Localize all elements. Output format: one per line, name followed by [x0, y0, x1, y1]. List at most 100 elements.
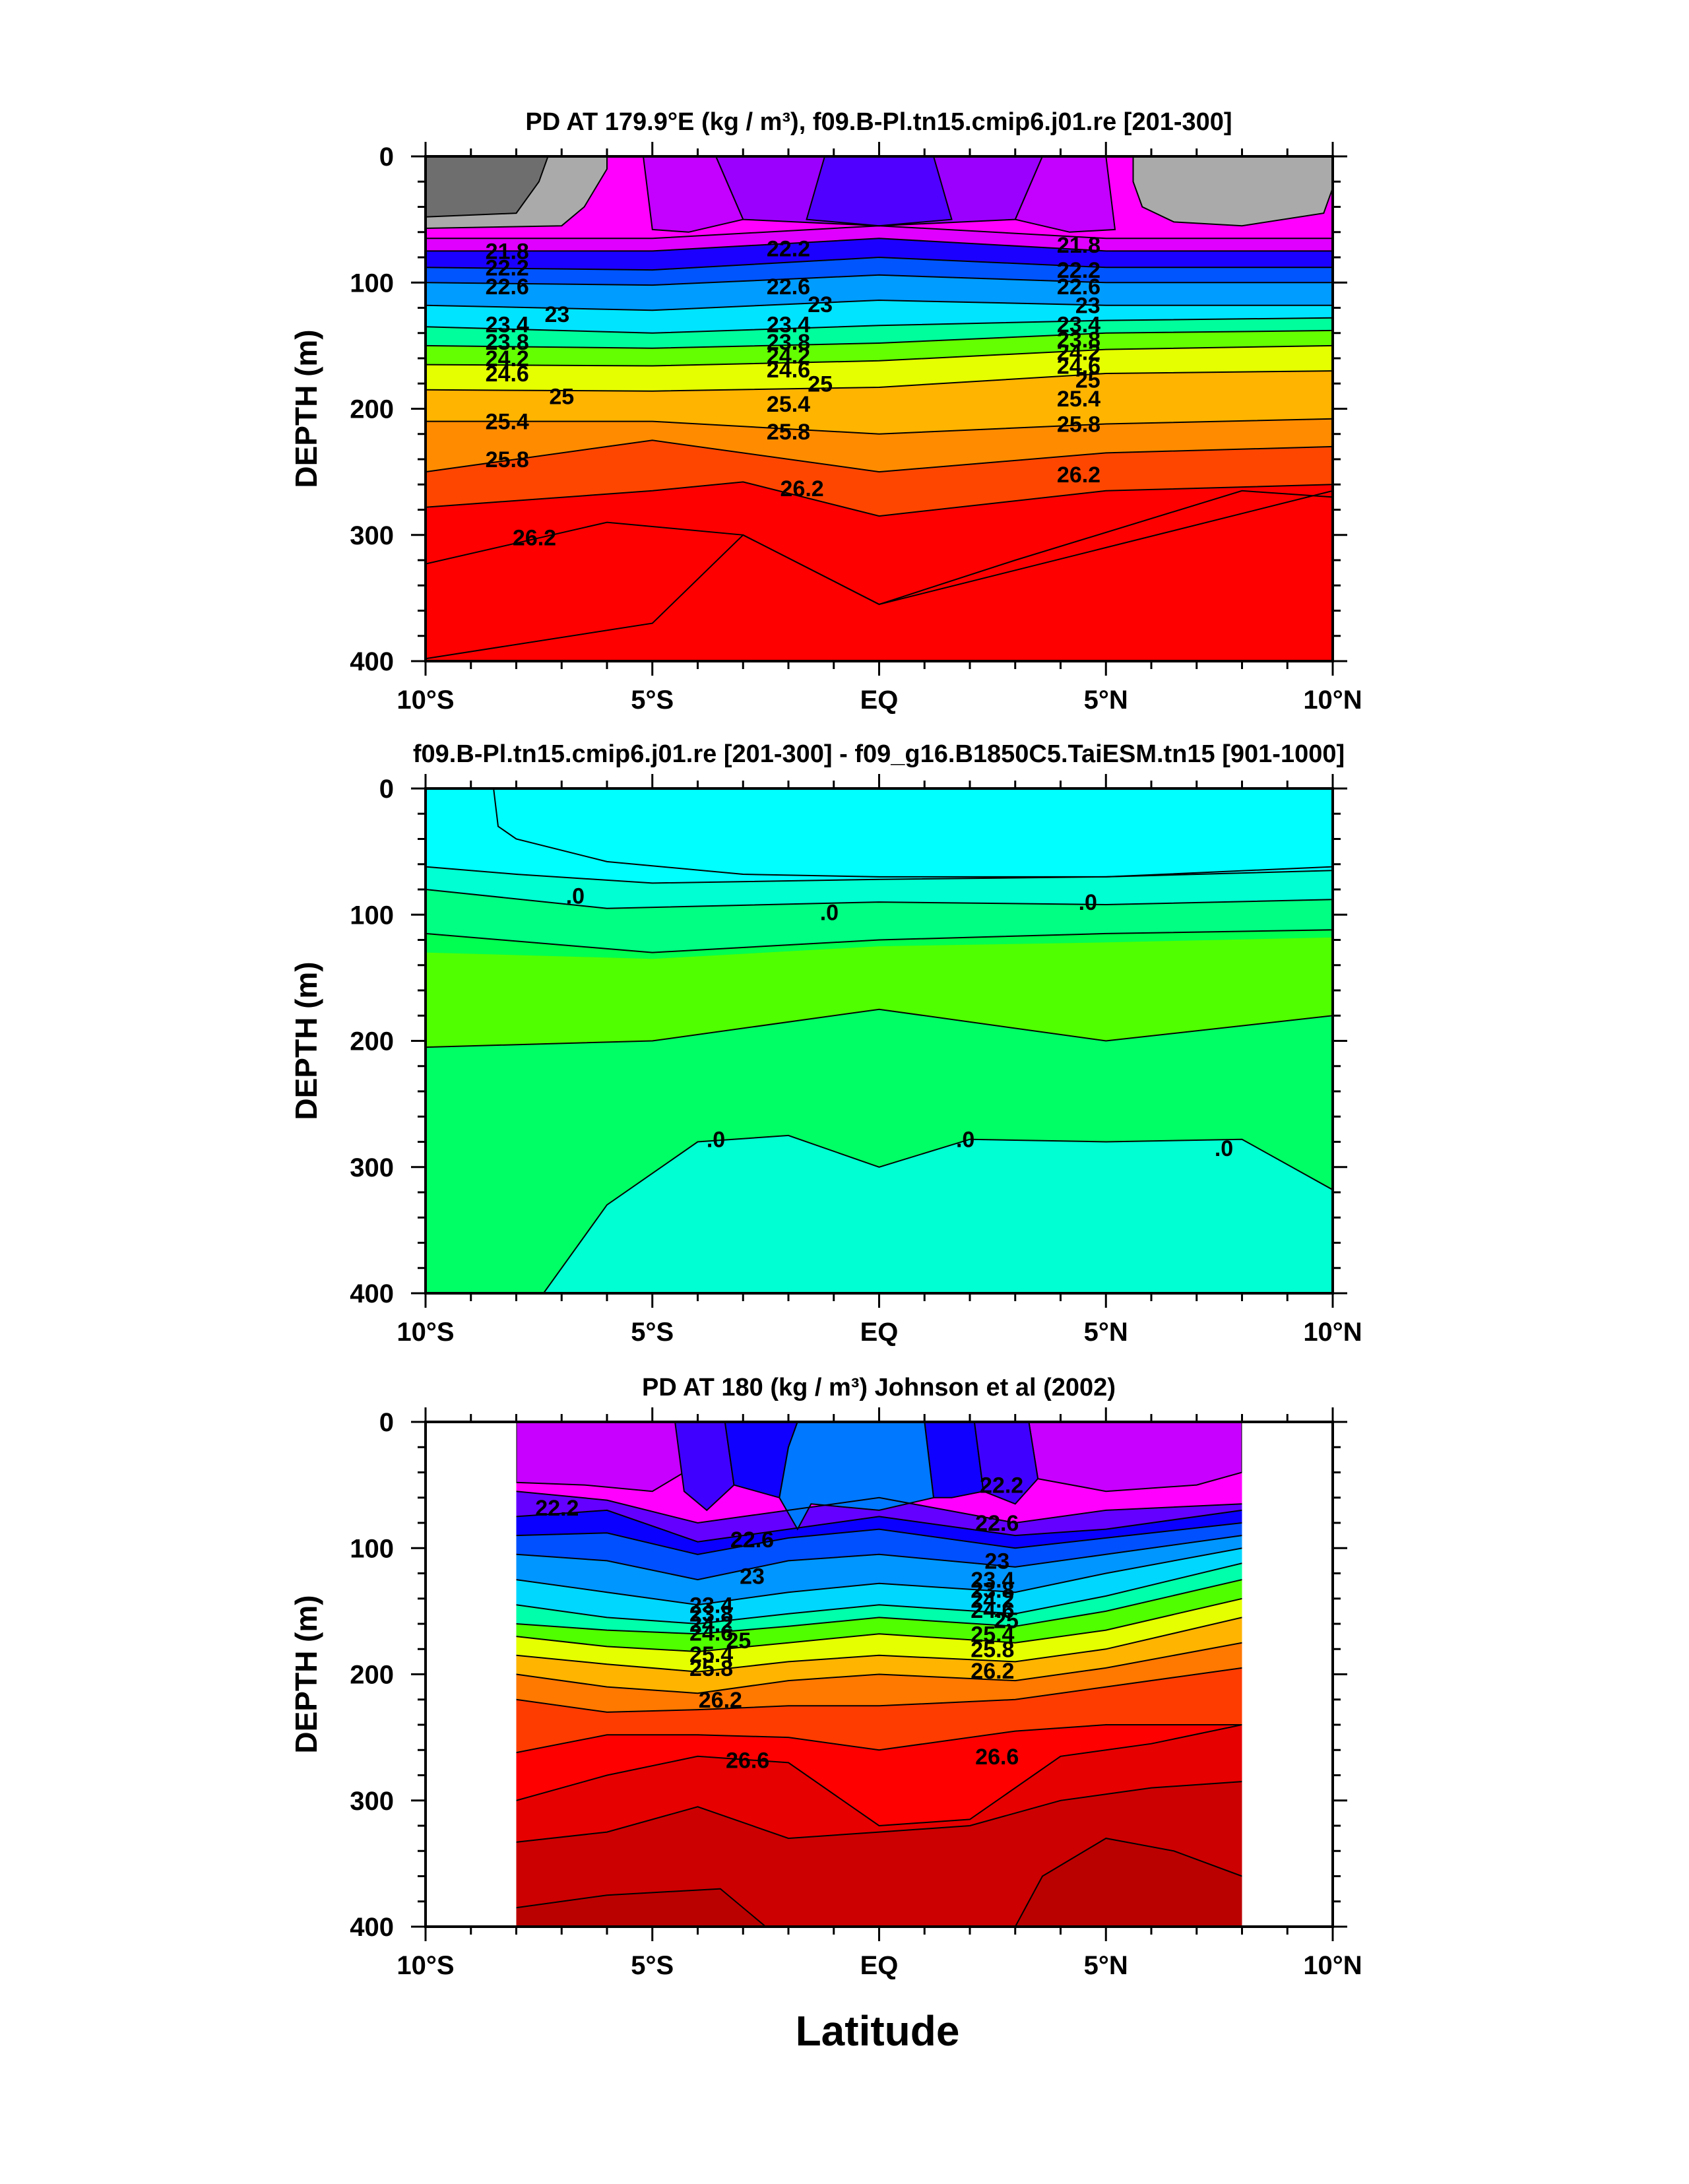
- contour-label-16: 23.8: [767, 330, 810, 355]
- contour-label-16: 23.8: [971, 1578, 1014, 1603]
- fan-4: [924, 1422, 984, 1498]
- fan-5: [973, 1422, 1039, 1505]
- panel-1: 21.822.222.62323.423.824.224.62525.425.8…: [289, 108, 1362, 715]
- x-tick-label-1: 5°S: [631, 1318, 674, 1347]
- contour-label-20: 25.4: [971, 1622, 1014, 1647]
- contour-line-6: [426, 329, 1333, 349]
- contour-label-17: 24.2: [971, 1588, 1014, 1613]
- patch-1: [426, 156, 549, 218]
- contour-label-1: .0: [820, 900, 839, 925]
- x-tick-label-2: EQ: [860, 1951, 899, 1980]
- x-tick-label-0: 10°S: [397, 1318, 454, 1347]
- contour-label-2: 23: [740, 1564, 765, 1589]
- contour-label-11: 26.6: [726, 1749, 769, 1774]
- x-tick-label-0: 10°S: [397, 686, 454, 715]
- panel-title: PD AT 179.9°E (kg / m³), f09.B-Pl.tn15.c…: [525, 108, 1232, 136]
- y-axis-label: DEPTH (m): [289, 961, 323, 1120]
- contour-line-11: [426, 481, 1333, 517]
- panel-2: .0 .0 .0 .0 .0 .0 10°S 5°S EQ 5°N 10°N 0 100 200 300 40…: [289, 740, 1362, 1347]
- contour-line-9: [516, 1642, 1242, 1694]
- contour-label-7: 25: [726, 1628, 751, 1654]
- contour-label-10: 26.2: [699, 1688, 742, 1713]
- contour-label-8: 25.4: [689, 1642, 733, 1667]
- contour-label-2: .0: [1079, 890, 1097, 915]
- y-tick-label-3: 300: [350, 1153, 394, 1182]
- contour-line-3: [516, 1535, 1242, 1581]
- y-tick-label-2: 200: [350, 1661, 394, 1690]
- fan-2: [674, 1422, 735, 1512]
- contour-label-19: 25: [808, 371, 833, 397]
- contour-line-0: [516, 1491, 1242, 1524]
- contour-label-9: 25.8: [689, 1656, 733, 1681]
- panels: 21.822.222.62323.423.824.224.62525.425.8…: [289, 108, 1362, 1980]
- x-tick-label-2: EQ: [860, 686, 899, 715]
- x-tick-label-3: 5°N: [1084, 1951, 1128, 1980]
- contour-label-13: 22.6: [767, 274, 810, 300]
- y-tick-label-4: 400: [350, 647, 394, 676]
- contour-line-3: [426, 929, 1333, 953]
- y-tick-label-1: 100: [350, 269, 394, 298]
- fan-1: [806, 156, 953, 227]
- y-tick-label-1: 100: [350, 901, 394, 930]
- y-tick-label-3: 300: [350, 1787, 394, 1816]
- y-axis-label: DEPTH (m): [289, 1595, 323, 1753]
- contour-line-1: [426, 238, 1333, 252]
- contour-line-2: [426, 889, 1333, 909]
- x-tick-label-4: 10°N: [1303, 1318, 1362, 1347]
- y-tick-label-0: 0: [379, 775, 394, 804]
- contour-label-15: 23.4: [971, 1568, 1014, 1593]
- contour-label-29: 24.2: [1057, 340, 1100, 365]
- contour-line-2: [426, 256, 1333, 271]
- contour-field: [516, 1422, 1242, 1927]
- contour-label-6: 24.6: [689, 1621, 733, 1646]
- band-5: [543, 1135, 1333, 1293]
- contour-label-21: 25.8: [971, 1637, 1014, 1662]
- contour-line-12: [516, 1724, 1242, 1827]
- band-15: [975, 1838, 1242, 1927]
- contour-label-14: 23: [808, 292, 833, 317]
- contour-line-5: [542, 1134, 1333, 1293]
- contour-label-22: 26.2: [971, 1659, 1014, 1684]
- contour-label-3: 23: [544, 302, 569, 327]
- contour-label-12: 22.2: [980, 1473, 1023, 1498]
- contour-line-10: [516, 1667, 1242, 1713]
- contour-line-3: [426, 274, 1333, 286]
- contour-line-13: [516, 1781, 1242, 1843]
- contour-label-9: 25.4: [486, 410, 529, 435]
- contour-label-23: 26.6: [975, 1745, 1019, 1770]
- contour-label-3: 23.4: [689, 1593, 733, 1618]
- contour-label-33: 25.8: [1057, 412, 1100, 437]
- x-tick-label-4: 10°N: [1303, 1951, 1362, 1980]
- contour-label-22: 26.2: [781, 476, 824, 501]
- contour-label-24: 22.2: [1057, 258, 1100, 283]
- contour-label-0: 21.8: [486, 239, 529, 264]
- contour-label-28: 23.8: [1057, 327, 1100, 352]
- y-axis-label: DEPTH (m): [289, 329, 323, 488]
- contour-label-1: 22.2: [486, 255, 529, 280]
- contour-line-9: [426, 418, 1333, 435]
- contour-field: [426, 788, 1333, 1293]
- contour-field: [426, 156, 1333, 661]
- y-tick-label-0: 0: [379, 143, 394, 172]
- contour-line-14: [516, 1888, 767, 1927]
- contour-label-5: 24.2: [689, 1612, 733, 1637]
- contour-line-0: [426, 225, 1333, 240]
- fan-3: [1014, 156, 1116, 233]
- contour-label-7: 24.6: [486, 362, 529, 387]
- contour-line-1: [426, 866, 1333, 884]
- contour-label-4: .0: [956, 1128, 974, 1153]
- contour-label-6: 24.2: [486, 346, 529, 371]
- x-tick-label-4: 10°N: [1303, 686, 1362, 715]
- y-tick-label-1: 100: [350, 1534, 394, 1563]
- x-tick-label-3: 5°N: [1084, 1318, 1128, 1347]
- contour-label-3: .0: [707, 1128, 725, 1153]
- x-tick-label-1: 5°S: [631, 1951, 674, 1980]
- y-tick-label-3: 300: [350, 521, 394, 550]
- contour-label-13: 22.6: [975, 1511, 1019, 1536]
- x-tick-label-0: 10°S: [397, 1951, 454, 1980]
- contour-line-5: [426, 317, 1333, 334]
- contour-label-34: 26.2: [1057, 463, 1100, 488]
- contour-label-4: 23.4: [486, 312, 529, 337]
- contour-line-5: [516, 1562, 1242, 1625]
